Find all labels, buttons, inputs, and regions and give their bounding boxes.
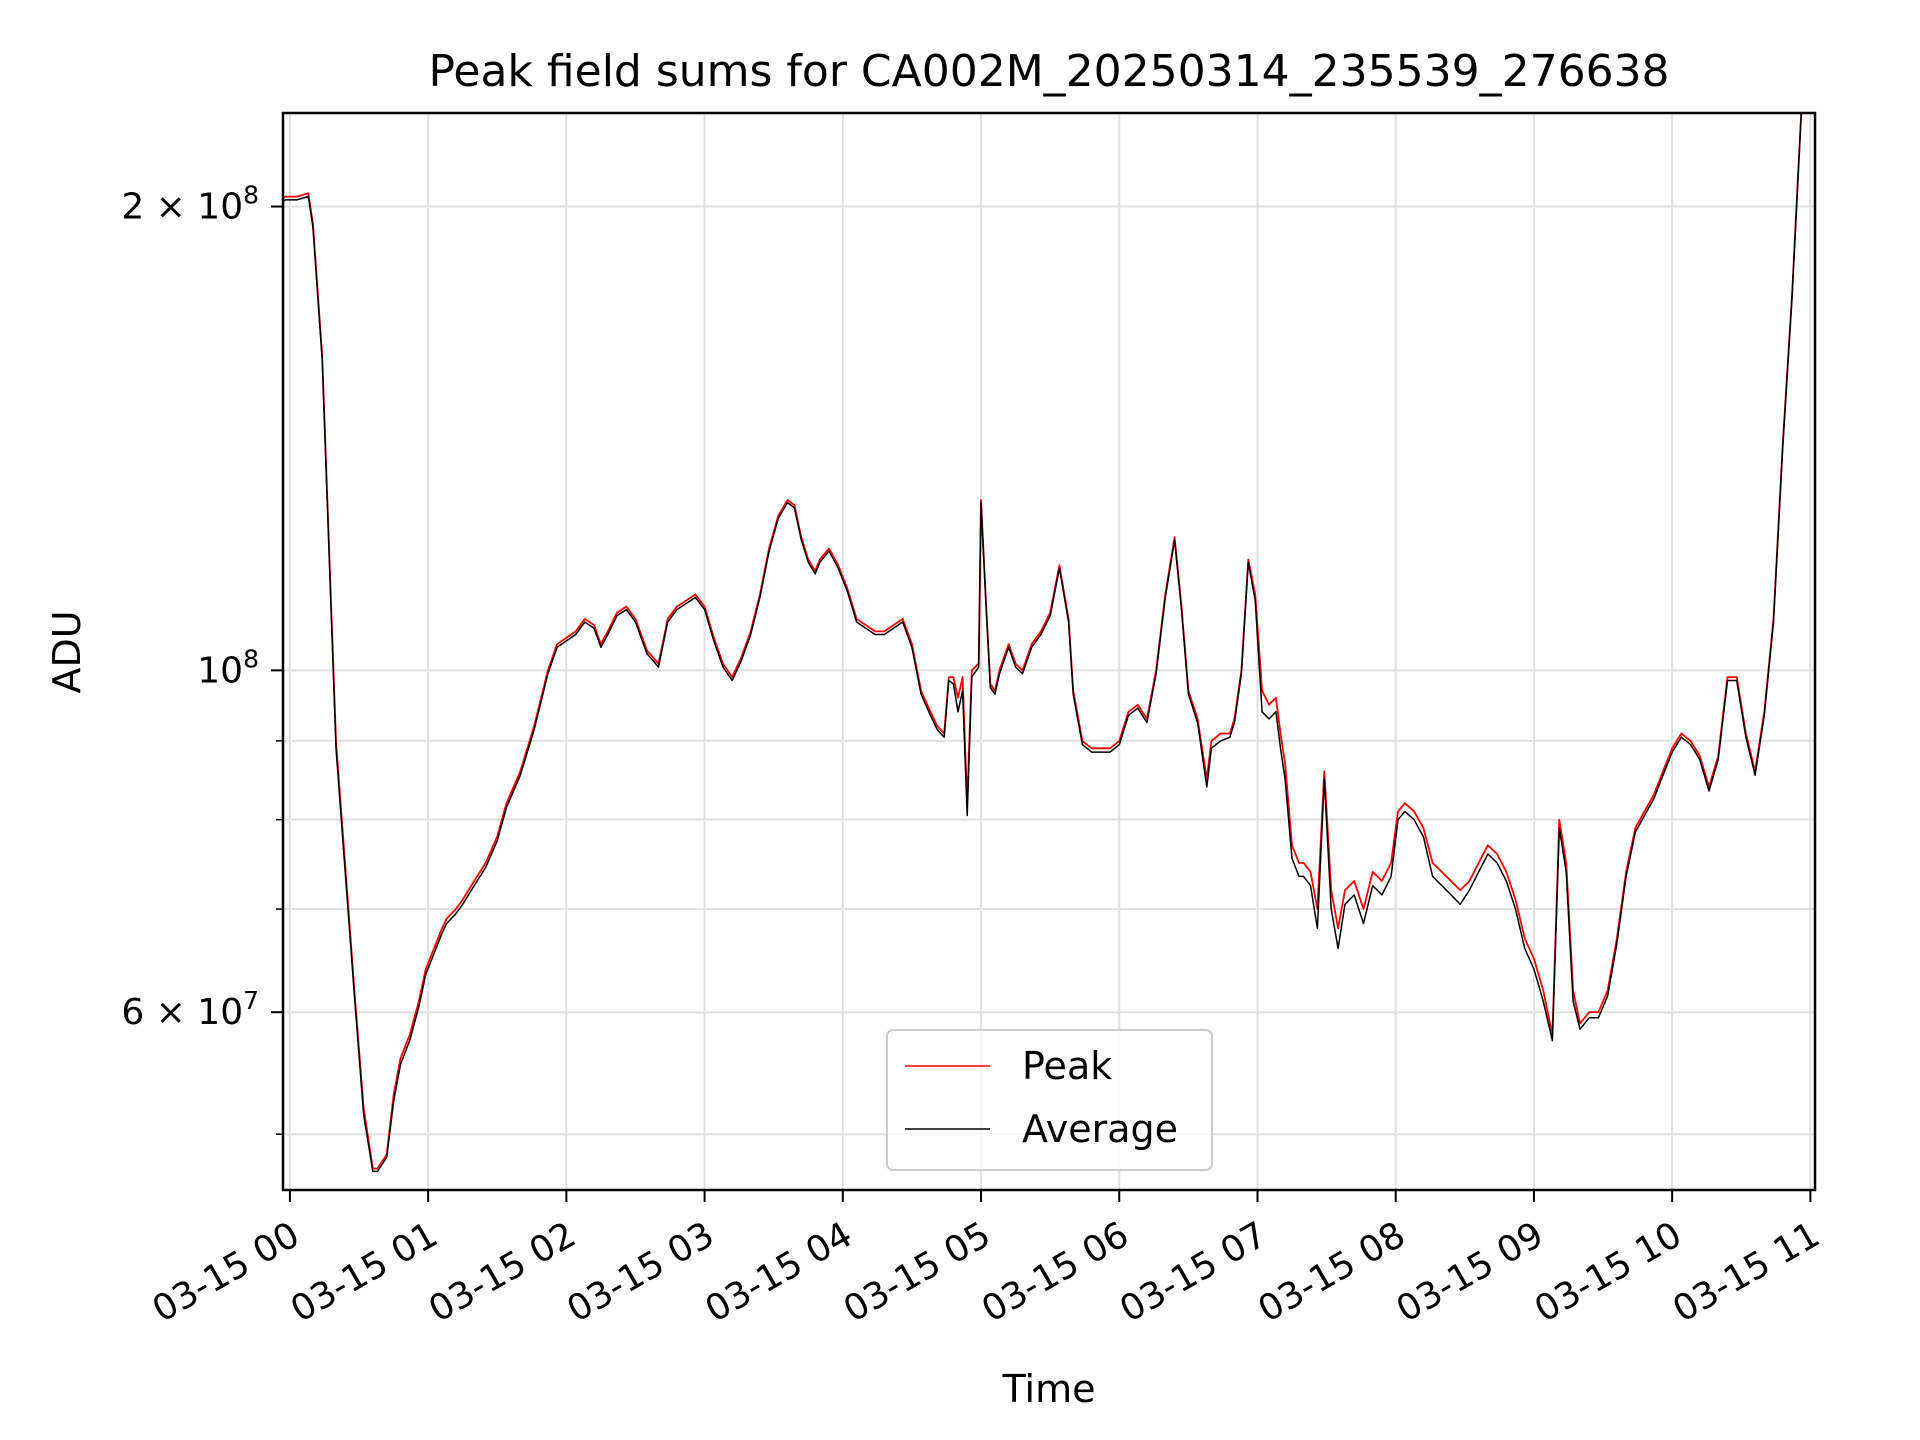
y-tick-label: 2 × 108	[121, 181, 259, 228]
plot-area-frame	[281, 111, 1817, 1192]
series-group	[283, 113, 1803, 1173]
grid	[283, 113, 1815, 1190]
y-axis-label: ADU	[45, 610, 89, 693]
series-line-average	[283, 113, 1803, 1173]
y-tick-label: 108	[197, 644, 259, 691]
legend-label-average: Average	[1022, 1107, 1178, 1151]
y-tick-label: 6 × 107	[121, 986, 259, 1033]
legend-box	[886, 1029, 1213, 1171]
series-line-peak	[283, 113, 1803, 1170]
chart-title: Peak field sums for CA002M_20250314_2355…	[428, 46, 1669, 97]
legend-label-peak: Peak	[1022, 1044, 1112, 1088]
legend: Peak Average	[886, 1029, 1213, 1171]
x-axis-label: Time	[1002, 1367, 1096, 1411]
